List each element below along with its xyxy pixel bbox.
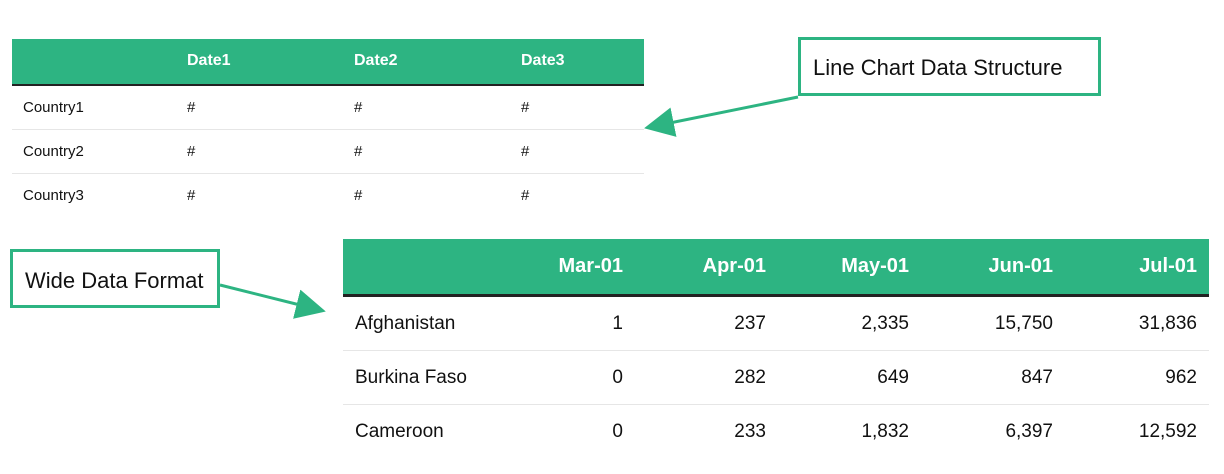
header-mar-01: Mar-01 <box>558 255 623 277</box>
table-cell: # <box>521 187 530 204</box>
table-cell: 962 <box>1165 367 1197 388</box>
arrow-to-wide-table <box>219 283 326 319</box>
table-cell: 1,832 <box>861 421 909 442</box>
header-jul-01: Jul-01 <box>1139 255 1197 277</box>
table-cell: 237 <box>734 313 766 334</box>
schema-table-header: Date1 Date2 Date3 <box>12 39 644 86</box>
country-name: Afghanistan <box>355 313 456 334</box>
table-cell: 15,750 <box>994 313 1053 334</box>
table-row: Country1 # # # <box>12 86 644 130</box>
table-row: Afghanistan 1 237 2,335 15,750 31,836 <box>343 297 1209 351</box>
callout-wide-data-format: Wide Data Format <box>10 249 220 308</box>
table-cell: 31,836 <box>1138 313 1197 334</box>
wide-data-table: Mar-01 Apr-01 May-01 Jun-01 Jul-01 Afgha… <box>343 239 1209 458</box>
country-name: Burkina Faso <box>355 367 467 388</box>
row-label: Country2 <box>23 143 84 160</box>
table-row: Country2 # # # <box>12 130 644 174</box>
table-cell: 282 <box>734 367 766 388</box>
row-label: Country3 <box>23 187 84 204</box>
table-cell: 0 <box>612 367 623 388</box>
schema-header-date3: Date3 <box>521 52 565 69</box>
table-cell: 12,592 <box>1138 421 1197 442</box>
table-cell: # <box>187 187 196 204</box>
header-jun-01: Jun-01 <box>988 255 1053 277</box>
table-cell: 0 <box>612 421 623 442</box>
table-cell: 6,397 <box>1005 421 1053 442</box>
table-cell: # <box>187 99 196 116</box>
table-row: Cameroon 0 233 1,832 6,397 12,592 <box>343 405 1209 458</box>
table-cell: 1 <box>612 313 623 334</box>
country-name: Cameroon <box>355 421 444 442</box>
table-cell: 233 <box>734 421 766 442</box>
table-cell: # <box>354 143 363 160</box>
table-cell: # <box>187 143 196 160</box>
header-apr-01: Apr-01 <box>702 255 766 277</box>
table-cell: 847 <box>1021 367 1053 388</box>
arrow-to-schema-table <box>644 95 799 137</box>
schema-header-date2: Date2 <box>354 52 398 69</box>
callout-label: Line Chart Data Structure <box>813 55 1063 80</box>
table-cell: # <box>521 99 530 116</box>
table-row: Burkina Faso 0 282 649 847 962 <box>343 351 1209 405</box>
wide-table-header: Mar-01 Apr-01 May-01 Jun-01 Jul-01 <box>343 239 1209 297</box>
schema-table: Date1 Date2 Date3 Country1 # # # Country… <box>12 39 644 217</box>
table-cell: # <box>354 99 363 116</box>
table-cell: 2,335 <box>861 313 909 334</box>
table-cell: # <box>354 187 363 204</box>
table-cell: # <box>521 143 530 160</box>
schema-header-date1: Date1 <box>187 52 231 69</box>
header-may-01: May-01 <box>841 255 909 277</box>
callout-line-chart-data-structure: Line Chart Data Structure <box>798 37 1101 96</box>
table-row: Country3 # # # <box>12 174 644 217</box>
table-cell: 649 <box>877 367 909 388</box>
callout-label: Wide Data Format <box>25 268 204 293</box>
row-label: Country1 <box>23 99 84 116</box>
